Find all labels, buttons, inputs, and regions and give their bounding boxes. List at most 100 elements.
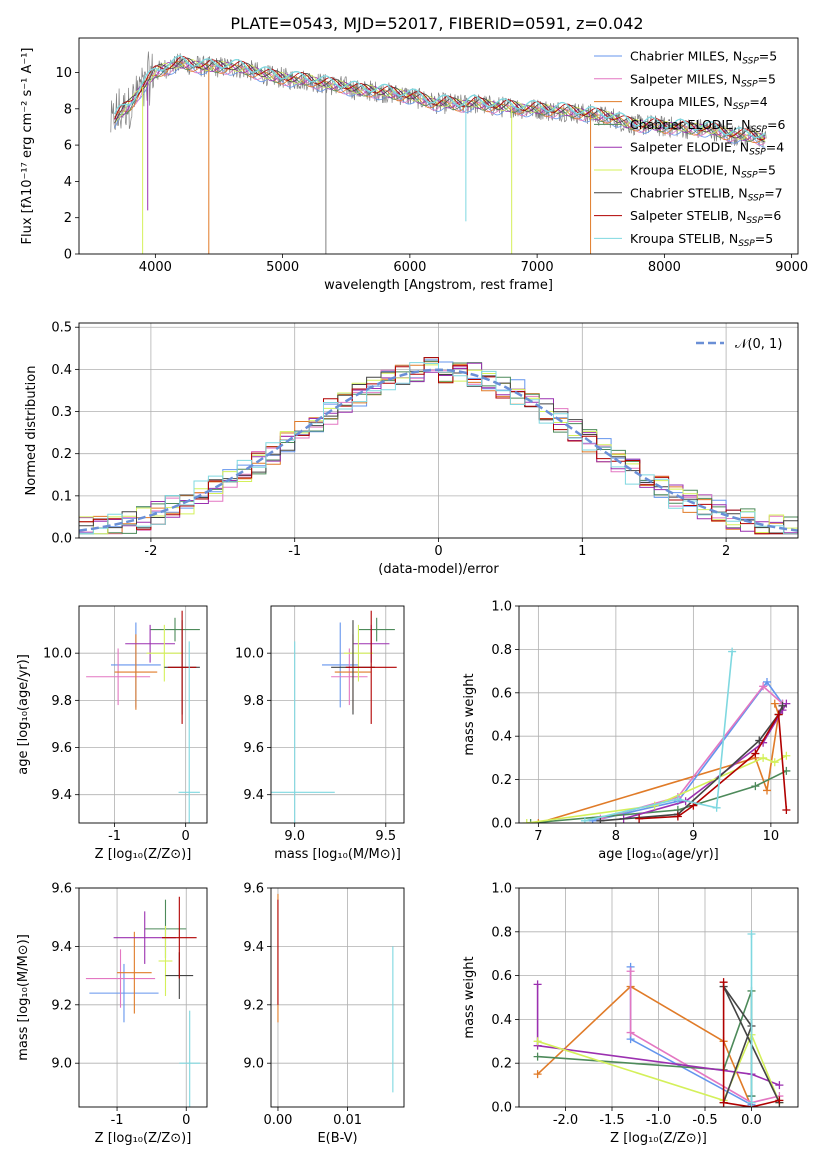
gaussian-reference-curve	[79, 368, 798, 532]
y-tick-label: 4	[64, 175, 72, 190]
weight-line	[537, 1032, 781, 1103]
weight-marker	[728, 647, 737, 656]
y-axis-label: Flux [fλ10⁻¹⁷ erg cm⁻² s⁻¹ A⁻¹]	[20, 48, 35, 245]
x-tick-label: 0	[434, 544, 442, 559]
axes-frame: 7 8 9 10 0.0 0.2 0.4 0.6 0.8 1.0 age [log₁₀(age/yr…	[462, 600, 799, 862]
legend-entry: Kroupa STELIB, NSSP=5	[630, 231, 773, 249]
weight-marker	[526, 819, 535, 823]
weight-marker	[763, 786, 771, 795]
weight-marker	[719, 978, 728, 987]
weight-marker	[533, 1037, 542, 1046]
x-tick-label: 0.01	[333, 1113, 362, 1128]
y-axis-label: mass weight	[462, 673, 477, 755]
weight-line	[629, 966, 753, 1107]
x-tick-label: -1.0	[646, 1113, 671, 1128]
y-tick-label: 0.4	[491, 730, 512, 745]
grid-lines	[271, 606, 404, 823]
weight-marker	[782, 805, 791, 814]
legend-entry: Salpeter STELIB, NSSP=6	[630, 208, 781, 226]
axes-frame: 4000 5000 6000 7000 8000 9000 0 2 4 6 8 10 wavelengt…	[20, 37, 808, 293]
x-tick-label: 5000	[266, 260, 299, 275]
y-tick-label: 10.0	[43, 647, 72, 662]
legend-entry: 𝒩(0, 1)	[735, 337, 782, 352]
plot-area	[86, 610, 200, 823]
y-tick-label: 6	[64, 139, 72, 154]
y-tick-label: 0.2	[51, 447, 72, 462]
x-tick-label: 8000	[648, 260, 681, 275]
x-axis-label: Z [log₁₀(Z/Z⊙)]	[610, 1131, 707, 1146]
y-tick-label: 1.0	[491, 600, 512, 615]
y-axis-label: Normed distribution	[24, 366, 39, 496]
y-tick-label: 0.1	[51, 489, 72, 504]
x-tick-label: 4000	[139, 260, 172, 275]
x-axis-label: (data-model)/error	[378, 562, 499, 577]
y-tick-label: 0.5	[51, 321, 72, 336]
weight-marker	[533, 1070, 542, 1079]
x-tick-label: 6000	[393, 260, 426, 275]
y-tick-label: 1.0	[491, 882, 512, 897]
axes-frame: -1 0 9.4 9.6 9.8 10.0 Z [log₁₀(Z/Z⊙)] age [log₁…	[16, 605, 208, 862]
axes-frame: 0.00 0.01 9.0 9.2 9.4 9.6 E(B-V)	[243, 882, 405, 1146]
x-axis-label: mass [log₁₀(M/M⊙)]	[274, 847, 401, 862]
x-tick-label: -1	[111, 1113, 124, 1128]
weight-marker	[533, 1052, 542, 1061]
y-tick-label: 9.0	[243, 1057, 264, 1072]
grid-lines	[79, 887, 207, 1107]
weight-line	[722, 982, 780, 1107]
weight-marker	[770, 699, 779, 708]
weight-marker	[759, 682, 768, 691]
x-tick-label: 7	[534, 829, 542, 844]
grid-lines	[519, 887, 798, 1108]
grid-lines	[519, 605, 798, 824]
axes-border	[270, 605, 405, 824]
model-spectrum-line	[114, 57, 766, 143]
plot-area	[522, 647, 791, 823]
weight-marker	[755, 736, 764, 745]
model-spectrum-line	[114, 55, 766, 141]
x-tick-label: 0	[182, 829, 190, 844]
weight-marker	[751, 782, 760, 791]
model-spectrum-line	[114, 61, 766, 144]
axes-frame: -1 0 9.0 9.2 9.4 9.6 Z [log₁₀(Z/Z⊙)] mass [log₁…	[16, 882, 208, 1146]
plot-area	[277, 893, 394, 1093]
x-tick-label: 7000	[521, 260, 554, 275]
x-tick-label: 9000	[775, 260, 808, 275]
weight-line	[537, 985, 753, 1107]
weight-marker	[522, 819, 531, 823]
mass-vs-metallicity-panel: -1 0 9.0 9.2 9.4 9.6 Z [log₁₀(Z/Z⊙)] mass [log₁…	[16, 882, 208, 1146]
y-tick-label: 0.0	[51, 532, 72, 547]
weight-marker	[580, 816, 589, 823]
weight-line	[584, 651, 733, 822]
residuals-panel: -2 -1 0 1 2 0.0 0.1 0.2 0.3 0.4 0.5 (data-model)/er…	[24, 321, 799, 577]
weight-marker	[712, 803, 721, 812]
weight-marker	[763, 677, 771, 686]
weight-marker	[534, 819, 543, 823]
x-tick-label: -1	[288, 544, 301, 559]
y-tick-label: 9.2	[243, 998, 264, 1013]
axes-border	[518, 605, 799, 824]
x-tick-label: 9.5	[375, 829, 396, 844]
x-axis-label: age [log₁₀(age/yr)]	[598, 847, 719, 862]
axes-frame: 9.0 9.5 9.4 9.6 9.8 10.0 mass [log₁₀(M/M⊙)]	[235, 605, 405, 862]
y-tick-label: 0.6	[491, 686, 512, 701]
weight-line	[600, 705, 784, 822]
age-vs-metallicity-panel: -1 0 9.4 9.6 9.8 10.0 Z [log₁₀(Z/Z⊙)] age [log₁…	[16, 605, 208, 862]
x-tick-label: -0.5	[692, 1113, 717, 1128]
axes-border	[78, 37, 799, 255]
weight-line	[536, 984, 780, 1086]
weight-marker	[596, 816, 605, 823]
model-spectrum-line	[114, 61, 766, 146]
y-tick-label: 0.0	[491, 1101, 512, 1116]
weight-marker	[775, 1081, 784, 1090]
x-tick-label: 0.00	[263, 1113, 292, 1128]
y-axis-label: mass weight	[462, 956, 477, 1038]
legend-entry: Kroupa ELODIE, NSSP=5	[630, 163, 776, 181]
y-tick-label: 9.6	[243, 882, 264, 897]
y-tick-label: 9.8	[51, 694, 72, 709]
x-tick-label: 10	[763, 829, 780, 844]
weight-marker	[770, 758, 779, 767]
age-vs-mass-panel: 9.0 9.5 9.4 9.6 9.8 10.0 mass [log₁₀(M/M⊙)]	[235, 605, 405, 862]
y-tick-label: 0.6	[491, 969, 512, 984]
y-tick-label: 2	[64, 211, 72, 226]
x-tick-label: 1	[578, 544, 586, 559]
